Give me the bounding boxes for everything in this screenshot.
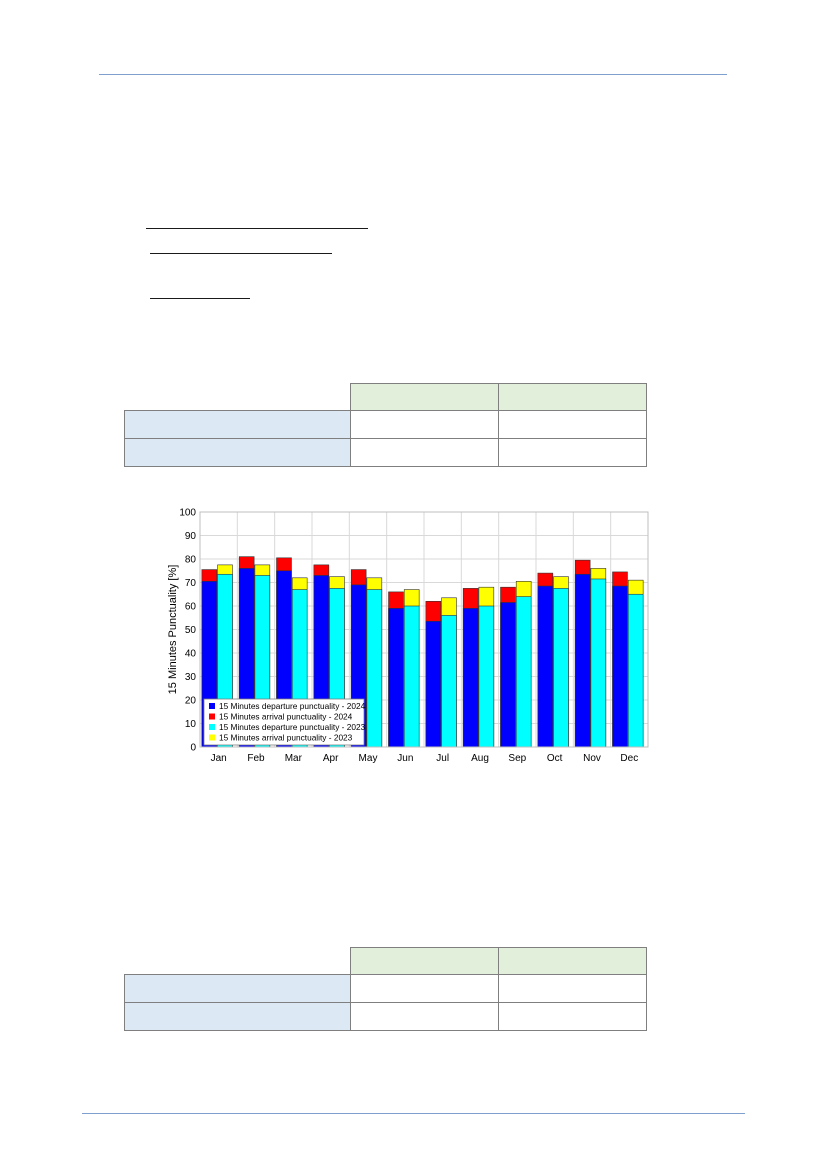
table-header-cell — [350, 947, 499, 975]
x-tick-label: Sep — [508, 753, 526, 764]
bar-departure-2024 — [500, 602, 516, 748]
bar-departure-2023 — [590, 578, 607, 748]
table-cell — [498, 410, 647, 439]
plot-frame — [199, 511, 649, 748]
y-tick-label: 30 — [185, 672, 197, 683]
table-cell — [350, 1002, 499, 1031]
x-tick-label: Apr — [323, 753, 339, 764]
link-underline-1[interactable] — [146, 228, 368, 229]
y-tick-label: 40 — [185, 649, 197, 660]
bar-departure-2024 — [425, 620, 442, 748]
legend-label: 15 Minutes departure punctuality - 2023 — [219, 722, 366, 732]
bar-departure-2023 — [403, 605, 420, 748]
y-axis-label: 15 Minutes Punctuality [%] — [167, 565, 179, 695]
table-cell — [350, 438, 499, 467]
table-corner — [125, 948, 351, 975]
legend-label: 15 Minutes arrival punctuality - 2023 — [219, 733, 353, 743]
legend-label: 15 Minutes arrival punctuality - 2024 — [219, 712, 353, 722]
table-corner — [125, 384, 351, 411]
y-tick-label: 20 — [185, 696, 197, 707]
table-header-cell — [498, 383, 647, 411]
y-tick-label: 90 — [185, 531, 197, 542]
legend-swatch — [209, 724, 215, 730]
bar-departure-2023 — [478, 605, 495, 748]
table-cell — [498, 438, 647, 467]
x-tick-label: Aug — [471, 753, 489, 764]
bar-departure-2023 — [441, 615, 457, 748]
bar-departure-2024 — [612, 585, 628, 748]
link-underline-2[interactable] — [150, 253, 332, 254]
legend-swatch — [209, 713, 215, 720]
x-tick-label: Dec — [620, 753, 638, 764]
footer-rule — [82, 1113, 745, 1114]
bar-departure-2023 — [515, 596, 532, 748]
table-cell — [498, 1002, 647, 1031]
y-tick-label: 100 — [179, 508, 196, 519]
legend-label: 15 Minutes departure punctuality - 2024 — [219, 701, 366, 711]
bar-departure-2024 — [574, 573, 591, 748]
header-rule — [99, 74, 727, 75]
legend-swatch — [209, 734, 215, 741]
y-tick-label: 10 — [185, 719, 197, 730]
bar-departure-2024 — [537, 585, 554, 748]
kpi-table-bottom — [124, 947, 647, 1031]
table-row-label — [124, 974, 351, 1003]
bar-departure-2024 — [388, 608, 404, 748]
x-tick-label: Jul — [436, 753, 449, 764]
bar-departure-2024 — [462, 608, 479, 748]
x-tick-label: Mar — [285, 753, 303, 764]
y-tick-label: 70 — [185, 578, 197, 589]
y-tick-label: 80 — [185, 555, 197, 566]
table-cell — [350, 974, 499, 1003]
x-tick-label: Oct — [547, 753, 563, 764]
table-row-label — [124, 438, 351, 467]
bar-departure-2023 — [627, 593, 644, 748]
x-tick-label: Jan — [211, 753, 227, 764]
x-tick-label: Nov — [583, 753, 601, 764]
y-tick-label: 60 — [185, 602, 197, 613]
y-tick-label: 50 — [185, 625, 197, 636]
table-row-label — [124, 410, 351, 439]
x-tick-label: Feb — [247, 753, 265, 764]
x-tick-label: Jun — [397, 753, 413, 764]
link-underline-3[interactable] — [150, 298, 250, 299]
table-row-label — [124, 1002, 351, 1031]
bar-departure-2023 — [366, 589, 383, 748]
y-tick-label: 0 — [190, 743, 196, 754]
legend-box — [203, 698, 365, 746]
kpi-table-top — [124, 383, 647, 467]
legend-swatch — [209, 703, 215, 709]
bar-departure-2023 — [553, 588, 569, 748]
punctuality-chart: 0 10 20 30 40 50 60 70 80 90 100 Jan Feb Mar Apr May Jun… — [167, 508, 649, 764]
table-header-cell — [350, 383, 499, 411]
x-tick-label: May — [359, 753, 378, 764]
table-cell — [498, 974, 647, 1003]
table-cell — [350, 410, 499, 439]
table-header-cell — [498, 947, 647, 975]
